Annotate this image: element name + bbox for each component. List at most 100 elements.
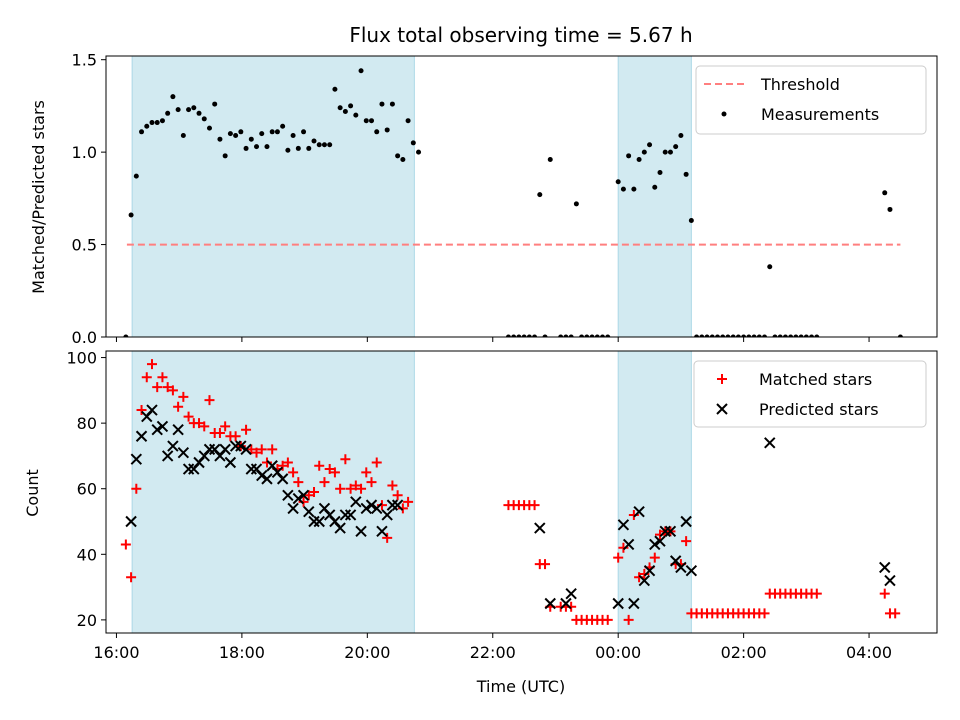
measurement-point [186,107,192,113]
measurement-point [688,218,694,224]
measurement-point [123,334,129,337]
matched-star-point [241,424,252,435]
measurement-point [222,153,228,159]
matched-star-point [288,467,299,478]
measurement-point [165,110,171,116]
predicted-star-point [654,535,666,547]
predicted-star-point [282,489,294,501]
matched-star-point [890,608,901,619]
shaded-interval [617,350,692,634]
predicted-star-point [303,505,315,518]
top-panel: 0.0 0.5 1.0 1.5 Threshold Measurements [72,51,938,347]
matched-star-point [529,500,540,511]
bottom-panel: 20 40 60 80 100 16:00 18:00 20:00 22:00 00:00 02:0… [66,349,938,662]
matched-star-point [623,614,634,625]
y-tick-label: 20 [77,611,97,630]
measurement-point [363,118,369,124]
matched-star-point [152,382,163,393]
measurement-point [709,334,715,337]
measurement-point [254,144,260,150]
measurement-point [259,131,265,137]
measurement-point [170,94,176,100]
matched-star-point [356,483,367,494]
measurement-point [741,334,747,337]
x-tick-label: 04:00 [846,643,892,662]
measurement-point [505,334,511,337]
predicted-star-point [643,564,656,577]
matched-star-point [335,483,346,494]
measurement-point [641,149,647,155]
measurement-point [526,334,532,337]
matched-star-point [540,559,551,570]
matched-star-point [879,588,890,599]
matched-star-point [350,480,361,491]
matched-star-point [361,467,372,478]
predicted-star-point [355,525,367,538]
measurement-point [139,129,145,135]
matched-star-point [230,431,241,442]
matched-star-point [309,487,320,497]
predicted-star-point [680,515,692,528]
measurement-point [809,334,815,337]
predicted-star-point [156,420,169,433]
measurement-point [542,334,548,337]
matched-star-point [759,608,770,619]
measurement-point [652,184,658,190]
measurement-point [673,144,679,150]
predicted-star-point [617,519,630,531]
measurement-point [290,132,296,138]
predicted-star-point [685,564,698,577]
measurement-point [306,145,312,151]
x-tick-label: 02:00 [721,643,767,662]
measurement-point [316,142,322,148]
measurement-point [280,123,286,129]
measurement-point [788,334,794,337]
predicted-star-point [287,502,299,515]
matched-star-point [194,418,205,429]
predicted-star-point [633,505,645,518]
measurement-point [568,334,574,337]
shaded-interval [131,55,415,338]
measurement-point [379,101,385,107]
matched-star-point [649,552,660,563]
matched-star-point [293,477,304,488]
predicted-star-point [381,509,393,521]
measurement-point [667,149,673,155]
matched-star-point [371,457,382,468]
measurement-point [285,147,291,153]
y-tick-label: 0.0 [72,328,97,347]
measurement-point [348,103,354,109]
measurement-point [212,101,218,107]
bottom-y-axis-label: Count [23,469,42,517]
measurement-point [389,101,395,107]
measurement-point [657,169,663,175]
measurement-point [327,142,333,148]
matched-star-point [220,421,231,432]
measurement-point [678,132,684,138]
matched-star-point [183,411,194,422]
legend-box [693,360,927,428]
matched-star-point [246,444,257,455]
predicted-star-point [344,509,357,521]
matched-star-point [120,539,131,550]
predicted-star-point [386,499,399,511]
predicted-star-point [350,496,362,508]
measurement-point [511,334,517,337]
measurement-point [342,108,348,114]
measurement-point [395,153,401,159]
measurement-point [746,334,752,337]
predicted-star-point [649,538,661,551]
predicted-star-point [534,522,546,534]
measurement-point [264,144,270,150]
y-tick-label: 80 [77,414,97,433]
predicted-star-point [177,446,190,459]
measurement-point [579,334,585,337]
predicted-star-point [151,423,163,436]
predicted-star-point [261,473,273,485]
measurement-point [694,334,700,337]
predicted-star-point [365,499,378,511]
predicted-star-point [628,597,640,610]
measurement-point [897,334,903,337]
measurement-point [374,129,380,135]
y-tick-label: 1.0 [72,143,97,162]
